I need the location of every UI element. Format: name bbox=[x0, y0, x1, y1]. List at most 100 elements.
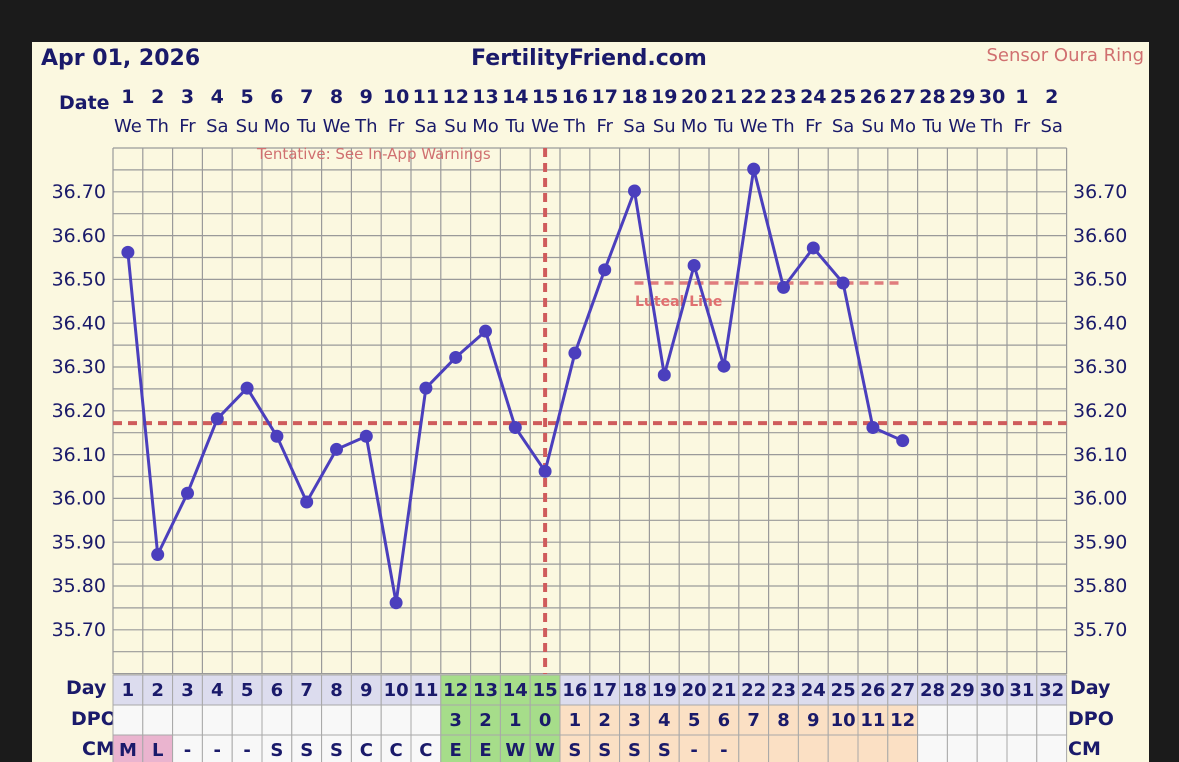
cm-cell-bg bbox=[976, 734, 1008, 762]
date-number: 21 bbox=[711, 86, 737, 108]
cm-cell-bg bbox=[857, 734, 889, 762]
cm-cell-bg bbox=[887, 734, 919, 762]
dpo-cell-text: 11 bbox=[860, 710, 885, 731]
date-number: 22 bbox=[740, 86, 766, 108]
cm-cell-bg bbox=[1006, 734, 1038, 762]
weekday-label: Tu bbox=[922, 116, 943, 137]
day-cell-text: 26 bbox=[860, 680, 885, 701]
dpo-cell-text: 6 bbox=[718, 710, 731, 731]
day-cell-text: 16 bbox=[562, 680, 587, 701]
cm-cell-text: - bbox=[214, 740, 221, 761]
day-cell-bg bbox=[1036, 674, 1068, 706]
temperature-point bbox=[717, 359, 731, 373]
cm-cell-text: S bbox=[568, 740, 581, 761]
temperature-point bbox=[657, 368, 671, 382]
day-cell-bg bbox=[291, 674, 323, 706]
weekday-label: Su bbox=[653, 116, 676, 137]
day-cell-bg bbox=[976, 674, 1008, 706]
date-number: 28 bbox=[919, 86, 945, 108]
day-cell-bg bbox=[470, 674, 501, 706]
cm-cell-bg bbox=[231, 734, 263, 762]
temperature-point bbox=[866, 421, 880, 435]
day-cell-bg bbox=[738, 674, 770, 706]
cm-cell-bg bbox=[261, 734, 293, 762]
y-tick-label-left: 36.30 bbox=[52, 356, 106, 378]
dpo-cell-bg bbox=[857, 704, 889, 736]
day-cell-bg bbox=[410, 674, 442, 706]
day-cell-bg bbox=[440, 674, 472, 706]
dpo-cell-bg bbox=[291, 704, 323, 736]
dpo-cell-text: 1 bbox=[569, 710, 582, 731]
weekday-label: Sa bbox=[623, 116, 645, 137]
temperature-series bbox=[121, 162, 910, 610]
date-number: 16 bbox=[562, 86, 588, 108]
dpo-cell-bg bbox=[976, 704, 1008, 736]
cm-cell-text: S bbox=[628, 740, 641, 761]
day-cell-bg bbox=[857, 674, 889, 706]
dpo-cell-text: 9 bbox=[807, 710, 820, 731]
day-cell-text: 10 bbox=[384, 680, 409, 701]
temperature-point bbox=[777, 280, 790, 294]
cm-cell-text: - bbox=[243, 740, 250, 761]
y-tick-label-left: 35.90 bbox=[52, 531, 106, 553]
cm-cell-bg bbox=[321, 734, 352, 762]
temperature-point bbox=[330, 442, 343, 456]
cm-cell-bg bbox=[559, 734, 591, 762]
day-cell-text: 3 bbox=[181, 680, 194, 701]
cm-cell-bg bbox=[797, 734, 829, 762]
weekday-label: Su bbox=[236, 116, 259, 137]
y-tick-label-right: 36.20 bbox=[1073, 400, 1127, 422]
day-cell-text: 15 bbox=[533, 680, 558, 701]
day-cell-text: 30 bbox=[980, 680, 1005, 701]
cm-cell-bg bbox=[946, 734, 978, 762]
temperature-point bbox=[836, 276, 850, 290]
temperature-point bbox=[389, 596, 403, 610]
y-tick-label-right: 36.60 bbox=[1073, 225, 1127, 247]
chart-date: Apr 01, 2026 bbox=[41, 46, 200, 71]
cm-cell-text: L bbox=[152, 740, 163, 761]
weekday-label: We bbox=[114, 116, 142, 137]
weekday-label: Sa bbox=[415, 116, 437, 137]
dpo-cell-bg bbox=[768, 704, 799, 736]
dpo-cell-bg bbox=[231, 704, 263, 736]
dpo-cell-text: 0 bbox=[539, 710, 552, 731]
dpo-row-label: DPO bbox=[71, 708, 117, 730]
dpo-cell-text: 2 bbox=[598, 710, 611, 731]
day-cell-bg bbox=[559, 674, 591, 706]
day-cell-text: 2 bbox=[151, 680, 164, 701]
cm-cell-text: S bbox=[270, 740, 283, 761]
cm-cell-text: S bbox=[330, 740, 343, 761]
date-number: 2 bbox=[151, 86, 164, 108]
day-cell-text: 1 bbox=[122, 680, 135, 701]
cm-cell-bg bbox=[708, 734, 740, 762]
y-tick-label-left: 36.50 bbox=[52, 269, 106, 291]
day-cell-text: 25 bbox=[831, 680, 856, 701]
date-number: 25 bbox=[830, 86, 856, 108]
cm-cell-text: M bbox=[119, 740, 137, 761]
cm-cell-text: S bbox=[598, 740, 611, 761]
day-cell-bg bbox=[619, 674, 650, 706]
weekday-label: Th bbox=[563, 116, 586, 137]
weekday-label: We bbox=[740, 116, 768, 137]
day-cell-text: 6 bbox=[271, 680, 284, 701]
date-number: 18 bbox=[621, 86, 647, 108]
day-cell-bg bbox=[887, 674, 919, 706]
weekday-label: Mo bbox=[889, 116, 916, 137]
dpo-cell-text: 1 bbox=[509, 710, 522, 731]
day-cell-text: 12 bbox=[443, 680, 468, 701]
cm-cell-bg bbox=[827, 734, 859, 762]
fertility-chart: Apr 01, 2026 FertilityFriend.com Sensor … bbox=[32, 42, 1149, 762]
temperature-point bbox=[598, 263, 612, 277]
cm-cell-bg bbox=[350, 734, 382, 762]
y-tick-label-left: 36.20 bbox=[52, 400, 106, 422]
dpo-cell-bg bbox=[1006, 704, 1038, 736]
day-cell-text: 17 bbox=[592, 680, 617, 701]
weekday-label: We bbox=[531, 116, 559, 137]
y-tick-label-right: 35.90 bbox=[1073, 531, 1127, 553]
date-number: 10 bbox=[383, 86, 409, 108]
date-number: 12 bbox=[442, 86, 468, 108]
weekday-label: Mo bbox=[472, 116, 499, 137]
temperature-point bbox=[479, 324, 492, 338]
cm-cell-text: E bbox=[479, 740, 491, 761]
day-cell-text: 32 bbox=[1039, 680, 1064, 701]
